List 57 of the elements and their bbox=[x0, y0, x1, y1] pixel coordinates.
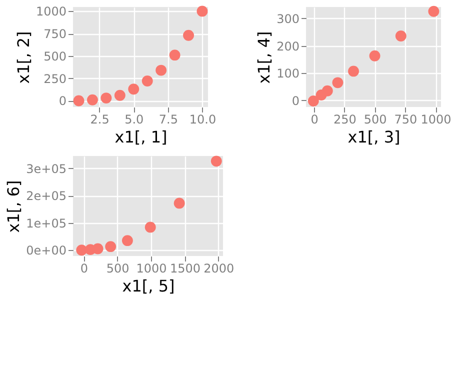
y-axis-title: x1[, 4] bbox=[254, 31, 274, 84]
x-tick-label: 0 bbox=[310, 112, 318, 126]
point bbox=[73, 95, 84, 106]
point bbox=[144, 222, 156, 233]
point bbox=[169, 50, 180, 61]
point bbox=[114, 90, 126, 101]
y-tick-label: 750 bbox=[44, 27, 66, 42]
x-tick-label: 2000 bbox=[204, 262, 234, 276]
point bbox=[76, 244, 88, 256]
x-tick-label: 1000 bbox=[136, 262, 167, 276]
x-tick-label: 7.5 bbox=[158, 112, 178, 126]
point bbox=[183, 30, 194, 41]
x-tick-label: 1500 bbox=[170, 262, 200, 276]
y-tick-label: 1000 bbox=[36, 4, 66, 19]
point bbox=[87, 94, 98, 106]
y-tick-label: 100 bbox=[276, 66, 300, 81]
x-tick-label: 500 bbox=[106, 262, 130, 276]
y-tick-label: 200 bbox=[276, 39, 300, 54]
point bbox=[105, 241, 116, 252]
x-tick-label: 0 bbox=[80, 262, 88, 276]
y-tick-label: 250 bbox=[44, 72, 66, 86]
x-axis-title: x1[, 5] bbox=[122, 276, 175, 296]
point bbox=[210, 156, 222, 167]
point bbox=[196, 6, 208, 17]
x-axis-title: x1[, 1] bbox=[114, 128, 168, 146]
y-axis-title: x1[, 2] bbox=[14, 31, 33, 84]
y-tick-label: 2e+05 bbox=[26, 189, 66, 204]
x-axis-title: x1[, 3] bbox=[348, 128, 400, 146]
point bbox=[369, 50, 380, 62]
point bbox=[332, 77, 344, 88]
y-tick-label: 3e+05 bbox=[26, 162, 66, 176]
point bbox=[142, 76, 153, 87]
x-tick-label: 250 bbox=[333, 112, 356, 126]
point bbox=[122, 235, 133, 246]
point bbox=[128, 84, 140, 95]
point bbox=[348, 66, 359, 77]
point bbox=[156, 64, 167, 76]
point bbox=[395, 30, 406, 42]
x-tick-label: 10.0 bbox=[189, 112, 216, 126]
point bbox=[308, 96, 319, 106]
y-tick-label: 1e+05 bbox=[26, 216, 66, 230]
point bbox=[92, 243, 104, 254]
y-tick-label: 500 bbox=[44, 49, 66, 64]
x-tick-label: 750 bbox=[394, 112, 418, 126]
x-tick-label: 2.5 bbox=[90, 112, 110, 126]
x-tick-label: 5.0 bbox=[124, 112, 144, 126]
y-tick-label: 0 bbox=[58, 94, 66, 108]
point bbox=[174, 198, 185, 209]
y-tick-label: 0e+00 bbox=[26, 244, 66, 258]
point bbox=[100, 92, 112, 104]
y-axis-title: x1[, 6] bbox=[4, 180, 24, 233]
y-tick-label: 0 bbox=[292, 94, 300, 108]
y-tick-label: 300 bbox=[276, 12, 300, 26]
x-tick-label: 1000 bbox=[420, 112, 452, 126]
point bbox=[322, 85, 333, 96]
point bbox=[428, 6, 440, 17]
x-tick-label: 500 bbox=[364, 112, 387, 126]
